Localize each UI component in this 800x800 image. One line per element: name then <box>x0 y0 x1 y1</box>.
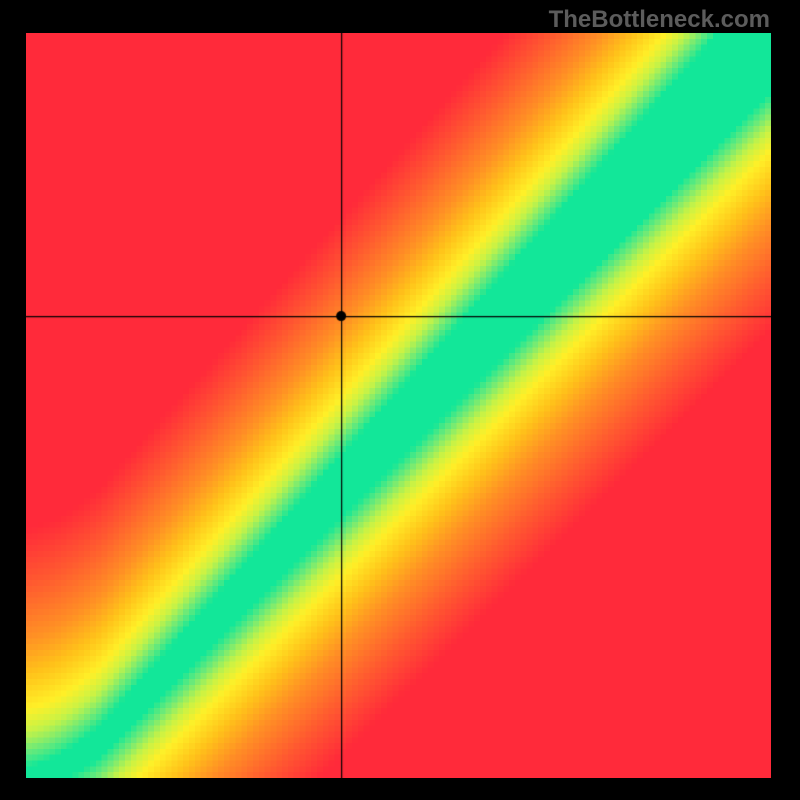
crosshair-overlay <box>26 33 771 778</box>
watermark-text: TheBottleneck.com <box>549 6 770 34</box>
chart-container: TheBottleneck.com <box>0 0 800 800</box>
